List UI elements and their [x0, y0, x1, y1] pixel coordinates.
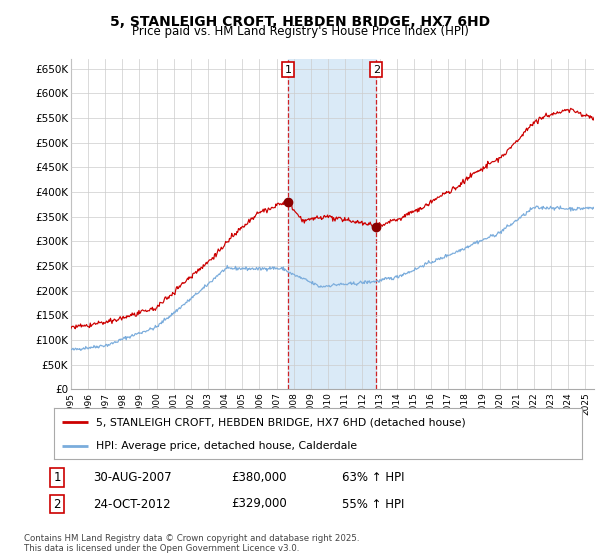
Text: 55% ↑ HPI: 55% ↑ HPI — [342, 497, 404, 511]
Text: 1: 1 — [53, 470, 61, 484]
Text: 5, STANLEIGH CROFT, HEBDEN BRIDGE, HX7 6HD: 5, STANLEIGH CROFT, HEBDEN BRIDGE, HX7 6… — [110, 15, 490, 29]
Text: 5, STANLEIGH CROFT, HEBDEN BRIDGE, HX7 6HD (detached house): 5, STANLEIGH CROFT, HEBDEN BRIDGE, HX7 6… — [96, 417, 466, 427]
Text: 1: 1 — [284, 64, 292, 74]
Text: 2: 2 — [53, 497, 61, 511]
Text: 30-AUG-2007: 30-AUG-2007 — [93, 470, 172, 484]
Text: 2: 2 — [373, 64, 380, 74]
Text: Price paid vs. HM Land Registry's House Price Index (HPI): Price paid vs. HM Land Registry's House … — [131, 25, 469, 38]
Text: £380,000: £380,000 — [231, 470, 287, 484]
Text: 24-OCT-2012: 24-OCT-2012 — [93, 497, 170, 511]
Bar — [288, 59, 376, 389]
Text: 63% ↑ HPI: 63% ↑ HPI — [342, 470, 404, 484]
Text: Contains HM Land Registry data © Crown copyright and database right 2025.
This d: Contains HM Land Registry data © Crown c… — [24, 534, 359, 553]
Text: HPI: Average price, detached house, Calderdale: HPI: Average price, detached house, Cald… — [96, 441, 358, 451]
Text: £329,000: £329,000 — [231, 497, 287, 511]
